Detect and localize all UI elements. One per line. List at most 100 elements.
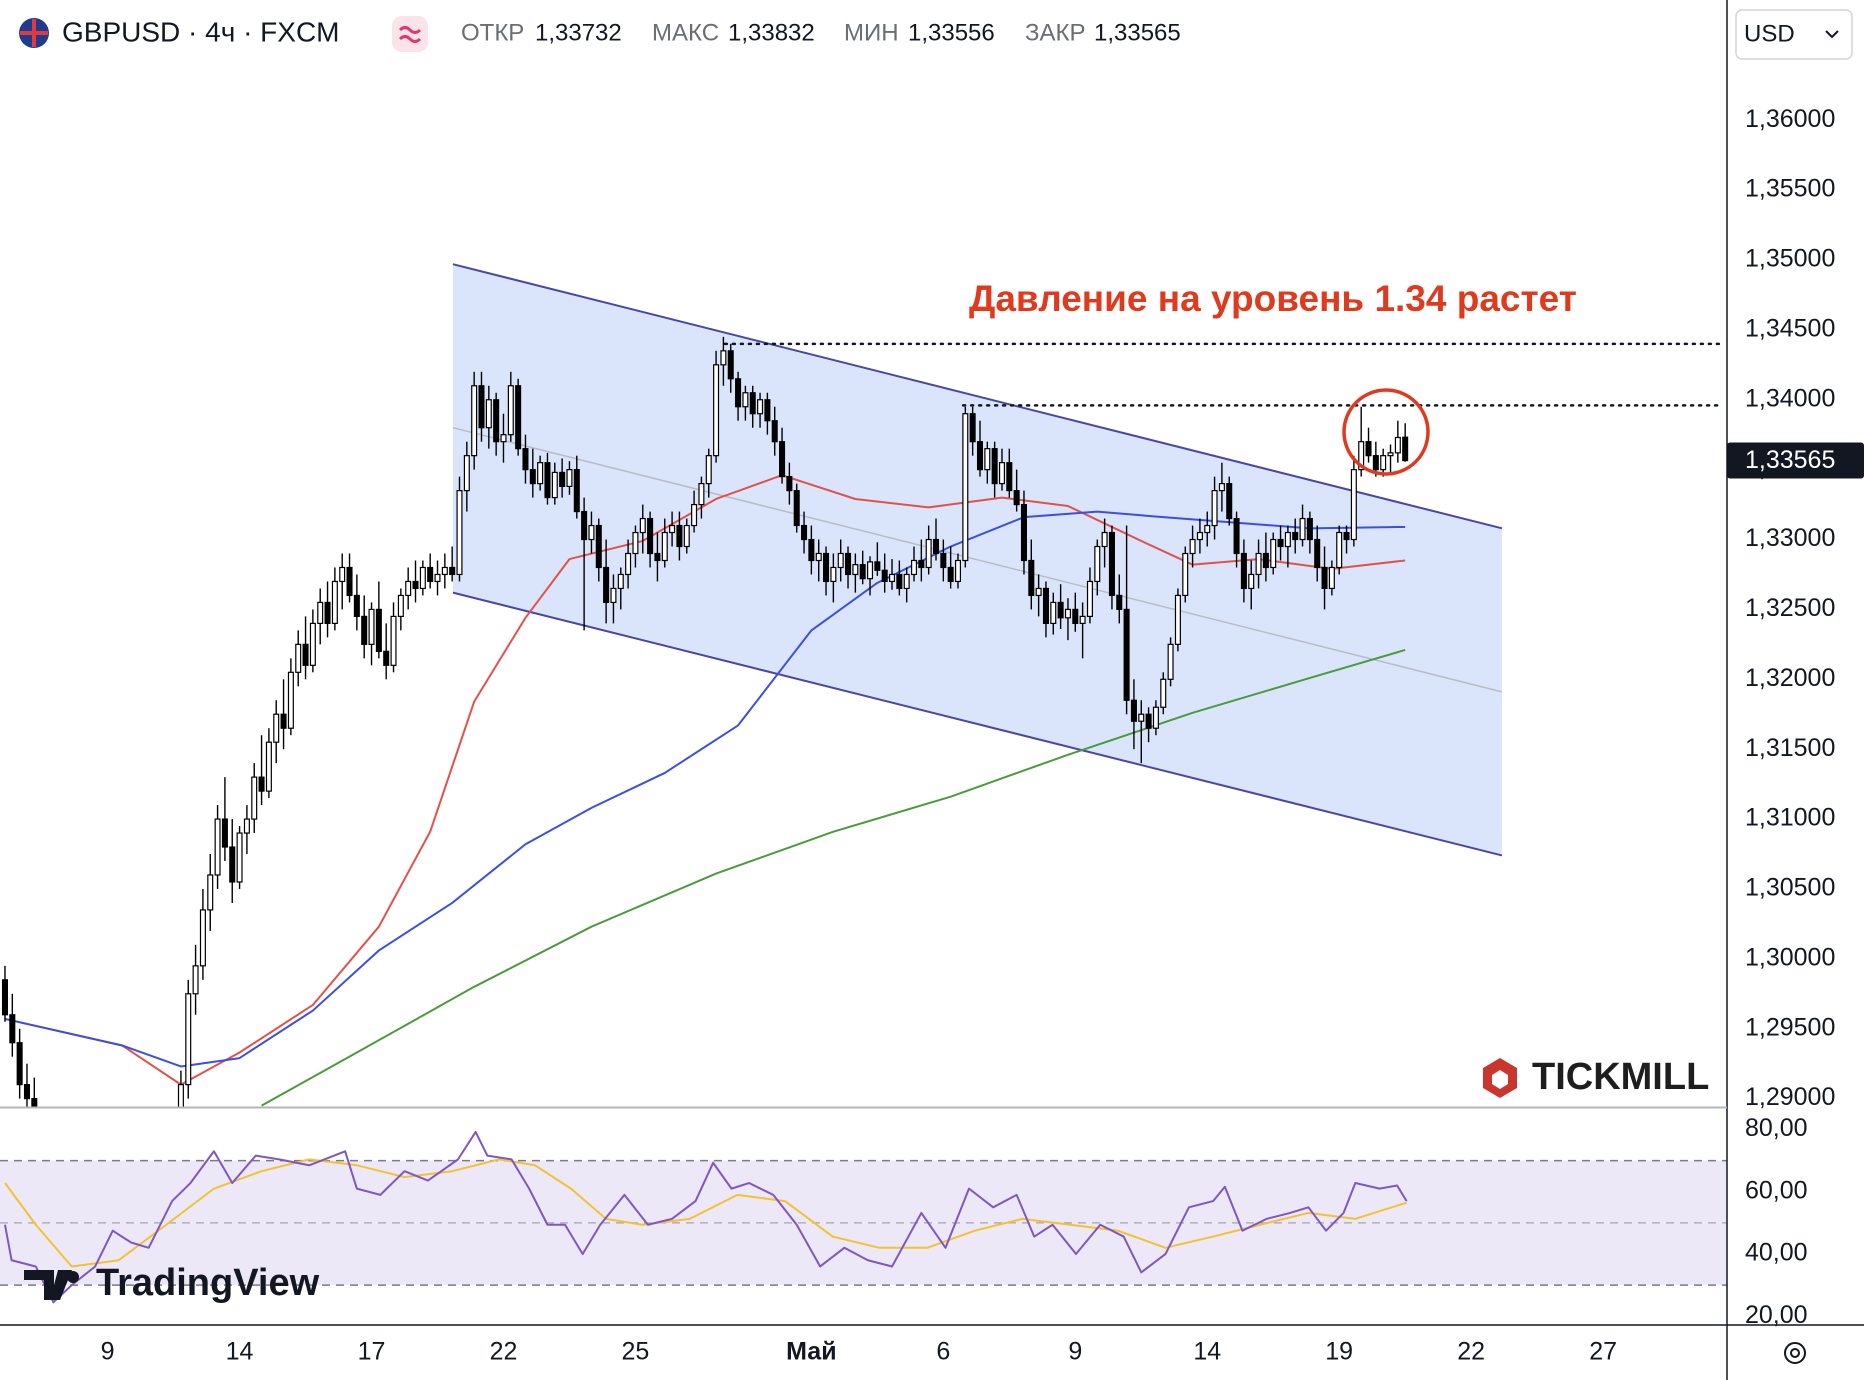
candle-body — [258, 776, 265, 792]
candle-body — [1072, 608, 1079, 624]
candle-body — [265, 741, 272, 792]
candle-body — [177, 1084, 184, 1107]
candle-body — [346, 566, 353, 597]
candle-body — [823, 552, 830, 583]
candle-body — [419, 566, 426, 590]
candle-body — [691, 503, 698, 527]
highlight-circle — [1342, 388, 1430, 476]
candle-body — [1226, 483, 1233, 520]
candle-body — [1211, 490, 1218, 527]
candle-body — [1050, 601, 1057, 624]
candle-body — [1094, 545, 1101, 583]
candle-body — [412, 580, 419, 590]
candle-body — [1, 979, 9, 1016]
y-tick-label: 1,34500 — [1745, 314, 1835, 342]
candle-body — [515, 385, 522, 450]
candle-body — [771, 420, 778, 443]
candle-body — [969, 413, 976, 443]
candle-body — [456, 490, 463, 576]
axes: 1,36000 1,35500 1,35000 1,34500 1,34000 1,335… — [101, 105, 1864, 1366]
candle-body — [867, 561, 874, 580]
candle-body — [830, 566, 837, 583]
candle-body — [1028, 559, 1035, 597]
candle-body — [1336, 531, 1343, 569]
candle-body — [903, 573, 910, 590]
candle-body — [698, 483, 705, 506]
x-tick-label: 22 — [490, 1338, 518, 1366]
open-label: ОТКР — [461, 19, 524, 46]
rsi-tick-label: 40,00 — [1745, 1239, 1808, 1267]
candle-body — [441, 566, 448, 576]
x-tick-label: 9 — [1068, 1338, 1082, 1366]
candle-body — [1152, 706, 1159, 729]
y-tick-label: 1,30000 — [1745, 943, 1835, 971]
candle-body — [485, 399, 492, 429]
x-tick-label: Май — [786, 1338, 836, 1366]
y-tick-label: 1,31000 — [1745, 804, 1835, 832]
candle-body — [1328, 566, 1335, 590]
y-tick-label: 1,34000 — [1745, 384, 1835, 412]
candle-body — [507, 385, 514, 436]
x-tick-label: 22 — [1457, 1338, 1485, 1366]
candle-body — [808, 538, 815, 562]
candle-body — [947, 566, 954, 583]
candle-body — [954, 559, 962, 583]
candle-body — [331, 580, 338, 624]
candle-body — [1189, 538, 1196, 555]
candle-body — [493, 399, 500, 443]
candle-body — [991, 448, 998, 485]
candle-body — [588, 524, 595, 541]
candle-body — [1306, 517, 1313, 541]
candle-body — [405, 580, 412, 597]
currency-chevron — [1825, 30, 1839, 39]
candle-body — [881, 569, 888, 583]
settings-icon[interactable] — [1784, 1342, 1806, 1364]
candle-body — [1101, 531, 1108, 548]
candle-body — [625, 552, 632, 576]
candle-body — [735, 378, 742, 408]
candle-body — [1299, 517, 1306, 541]
candle-body — [837, 552, 844, 569]
symbol[interactable]: GBPUSD · 4ч · FXCM — [62, 16, 340, 47]
candle-body — [1182, 552, 1189, 597]
candle-body — [647, 517, 654, 555]
candle-body — [845, 552, 852, 576]
y-tick-label: 1,35000 — [1745, 245, 1835, 273]
candle-body — [1240, 552, 1247, 590]
candle-body — [251, 776, 258, 820]
candle-body — [368, 608, 375, 645]
candle-body — [1358, 441, 1365, 471]
candle-body — [295, 643, 302, 673]
price-tag-label: 1,33565 — [1745, 446, 1835, 474]
candle-body — [888, 573, 896, 583]
rsi-tick-label: 80,00 — [1745, 1114, 1808, 1142]
candle-body — [449, 566, 456, 576]
broker-name: TICKMILL — [1532, 1056, 1709, 1098]
candle-body — [1284, 531, 1291, 548]
candle-body — [221, 818, 228, 848]
y-tick-label: 1,32500 — [1745, 594, 1835, 622]
source-icon[interactable] — [392, 16, 428, 52]
candle-body — [1079, 615, 1086, 624]
candle-body — [375, 608, 382, 652]
candle-body — [669, 524, 676, 534]
y-tick-label: 1,32000 — [1745, 664, 1835, 692]
candle-body — [742, 392, 749, 408]
price-tag — [1727, 442, 1864, 479]
flag-cross — [20, 19, 48, 47]
x-tick-label: 19 — [1325, 1338, 1353, 1366]
candle-body — [1321, 566, 1328, 590]
candle-body — [1108, 531, 1115, 597]
candle-body — [397, 594, 404, 617]
channel-middle — [452, 426, 1503, 693]
candle-body — [1372, 455, 1379, 471]
currency-select[interactable] — [1735, 9, 1853, 60]
y-tick-label: 1,31500 — [1745, 734, 1835, 762]
platform-name: TradingView — [96, 1262, 320, 1304]
candle-body — [1365, 441, 1372, 457]
candle-body — [713, 364, 720, 457]
candle-body — [1218, 483, 1225, 492]
candle-body — [896, 573, 903, 590]
candle-body — [801, 524, 808, 541]
candle-body — [214, 818, 221, 876]
